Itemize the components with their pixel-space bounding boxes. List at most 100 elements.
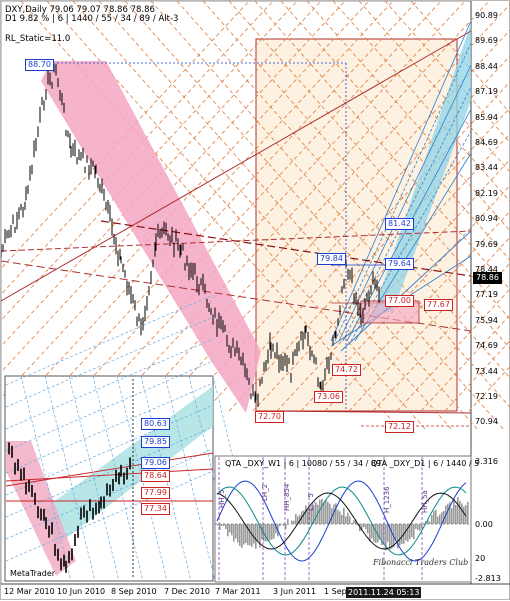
indicator-histogram-bar — [463, 507, 465, 524]
indicator-histogram-bar — [269, 524, 271, 540]
price-tick: 85.94 — [475, 113, 498, 122]
indicator-histogram-bar — [461, 503, 463, 524]
indicator-histogram-bar — [401, 524, 403, 544]
price-tick: 80.94 — [475, 214, 498, 223]
date-tick: 12 Mar 2010 — [4, 587, 55, 596]
indicator-axis-bottom: -2.813 — [475, 574, 501, 583]
marker-hh5a: HH_5a — [421, 490, 429, 513]
inset-label-79-85: 79.85 — [141, 436, 170, 448]
fibonacci-club-signature: Fibonacci Traders Club — [373, 558, 468, 567]
indicator-histogram-bar — [343, 508, 345, 524]
inset-label-80-63: 80.63 — [141, 418, 170, 430]
price-tick: 77.19 — [475, 290, 498, 299]
date-tick: 10 Jun 2010 — [57, 587, 105, 596]
indicator-histogram-bar — [339, 511, 341, 524]
inset-label-79-06: 79.06 — [141, 457, 170, 469]
marker-ll5: LL_ 5 — [307, 493, 315, 511]
price-label-79-84: 79.84 — [317, 253, 346, 265]
indicator-histogram-bar — [315, 502, 317, 524]
indicator-histogram-bar — [415, 524, 417, 529]
indicator-histogram-bar — [391, 524, 393, 549]
indicator-histogram-bar — [399, 524, 401, 545]
indicator-histogram-bar — [411, 524, 413, 537]
rl-static-label: RL_Static=11.0 — [5, 34, 70, 44]
indicator-title-w1: QTA _DXY_W1 | 6 | 10080 / 55 / 34 / 89 — [225, 459, 381, 468]
indicator-histogram-bar — [419, 524, 421, 531]
indicator-histogram-bar — [235, 524, 237, 538]
indicator-histogram-bar — [255, 524, 257, 549]
indicator-histogram-bar — [281, 524, 283, 525]
price-tick: 72.19 — [475, 392, 498, 401]
indicator-histogram-bar — [321, 499, 323, 524]
indicator-histogram-bar — [303, 510, 305, 524]
indicator-histogram-bar — [323, 502, 325, 524]
indicator-histogram-bar — [273, 524, 275, 539]
indicator-histogram-bar — [433, 511, 435, 524]
indicator-histogram-bar — [459, 501, 461, 524]
indicator-histogram-bar — [365, 524, 367, 529]
inset-label-77-34: 77.34 — [141, 503, 170, 515]
date-tick: 7 Mar 2011 — [215, 587, 261, 596]
indicator-histogram-bar — [325, 500, 327, 524]
indicator-histogram-bar — [233, 524, 235, 542]
price-label-72-70: 72.70 — [255, 411, 284, 423]
indicator-histogram-bar — [375, 524, 377, 543]
price-tick: 83.44 — [475, 163, 498, 172]
indicator-histogram-bar — [363, 524, 365, 527]
price-tick: 84.69 — [475, 138, 498, 147]
price-label-77-67: 77.67 — [424, 299, 453, 311]
indicator-histogram-bar — [239, 524, 241, 546]
price-tick: 87.19 — [475, 87, 498, 96]
indicator-axis-20: 20 — [475, 554, 485, 563]
indicator-histogram-bar — [345, 516, 347, 524]
price-label-72-12: 72.12 — [385, 421, 414, 433]
indicator-histogram-bar — [337, 510, 339, 524]
indicator-histogram-bar — [249, 524, 251, 545]
indicator-histogram-bar — [417, 524, 419, 530]
indicator-histogram-bar — [221, 524, 223, 526]
indicator-histogram-bar — [307, 510, 309, 524]
price-label-79-64: 79.64 — [385, 258, 414, 270]
marker-h1236: H_1236 — [383, 486, 391, 513]
price-label-high: 88.70 — [25, 59, 54, 71]
price-label-77-00: 77.00 — [385, 295, 414, 307]
price-label-81-42: 81.42 — [385, 218, 414, 230]
indicator-histogram-bar — [437, 517, 439, 524]
indicator-histogram-bar — [367, 524, 369, 533]
current-price-label: 78.86 — [473, 272, 502, 284]
indicator-histogram-bar — [271, 524, 273, 539]
indicator-params: D1 9.82 % | 6 | 1440 / 55 / 34 / 89 / Al… — [5, 14, 178, 24]
price-tick: 70.94 — [475, 417, 498, 426]
indicator-title-d1: QTA _DXY_D1 | 6 / 1440 / 5 — [371, 459, 479, 468]
indicator-histogram-bar — [237, 524, 239, 543]
pink-channel — [41, 61, 261, 413]
indicator-histogram-bar — [347, 513, 349, 524]
indicator-histogram-bar — [455, 505, 457, 524]
indicator-histogram-bar — [407, 524, 409, 542]
indicator-histogram-bar — [283, 524, 285, 526]
indicator-histogram-bar — [387, 524, 389, 542]
indicator-histogram-bar — [291, 521, 293, 524]
indicator-histogram-bar — [225, 524, 227, 529]
indicator-histogram-bar — [229, 524, 231, 532]
price-tick: 79.69 — [475, 240, 498, 249]
date-tick: 8 Sep 2010 — [111, 587, 157, 596]
indicator-histogram-bar — [265, 524, 267, 541]
marker-lh2: LH_2 — [261, 484, 269, 501]
indicator-histogram-bar — [457, 497, 459, 524]
indicator-histogram-bar — [349, 516, 351, 524]
indicator-histogram-bar — [241, 524, 243, 548]
indicator-histogram-bar — [431, 515, 433, 524]
date-tick: 7 Dec 2010 — [164, 587, 210, 596]
indicator-histogram-bar — [429, 522, 431, 524]
indicator-histogram-bar — [451, 508, 453, 524]
indicator-histogram-bar — [435, 510, 437, 524]
indicator-histogram-bar — [327, 502, 329, 524]
indicator-histogram-bar — [439, 515, 441, 524]
indicator-histogram-bar — [227, 524, 229, 536]
inset-label-78-64: 78.64 — [141, 470, 170, 482]
cursor-datetime: 2011.11.24 05:13 — [346, 587, 421, 598]
indicator-histogram-bar — [423, 523, 425, 524]
price-tick: 90.89 — [475, 11, 498, 20]
